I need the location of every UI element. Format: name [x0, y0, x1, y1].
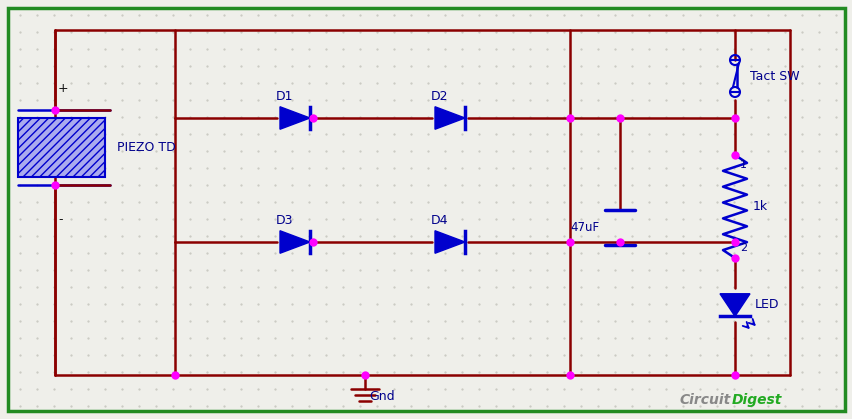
- Text: 2: 2: [740, 243, 746, 253]
- Text: D2: D2: [431, 90, 448, 103]
- Text: Tact SW: Tact SW: [749, 70, 798, 83]
- Text: D3: D3: [276, 214, 293, 227]
- Text: PIEZO TD: PIEZO TD: [117, 140, 176, 153]
- Text: -: -: [58, 214, 62, 227]
- Text: D4: D4: [431, 214, 448, 227]
- Text: 1: 1: [740, 160, 746, 170]
- Text: 47uF: 47uF: [570, 220, 599, 233]
- Polygon shape: [719, 294, 749, 316]
- Text: D1: D1: [276, 90, 293, 103]
- Text: 1k: 1k: [752, 199, 767, 212]
- Text: Circuit: Circuit: [679, 393, 730, 407]
- Polygon shape: [435, 107, 464, 129]
- Polygon shape: [279, 107, 309, 129]
- Text: +: +: [58, 82, 68, 95]
- Polygon shape: [435, 231, 464, 253]
- Text: LED: LED: [754, 298, 779, 311]
- Polygon shape: [279, 231, 309, 253]
- Text: Gnd: Gnd: [369, 391, 394, 403]
- Text: Digest: Digest: [731, 393, 781, 407]
- Bar: [18, 118, 105, 177]
